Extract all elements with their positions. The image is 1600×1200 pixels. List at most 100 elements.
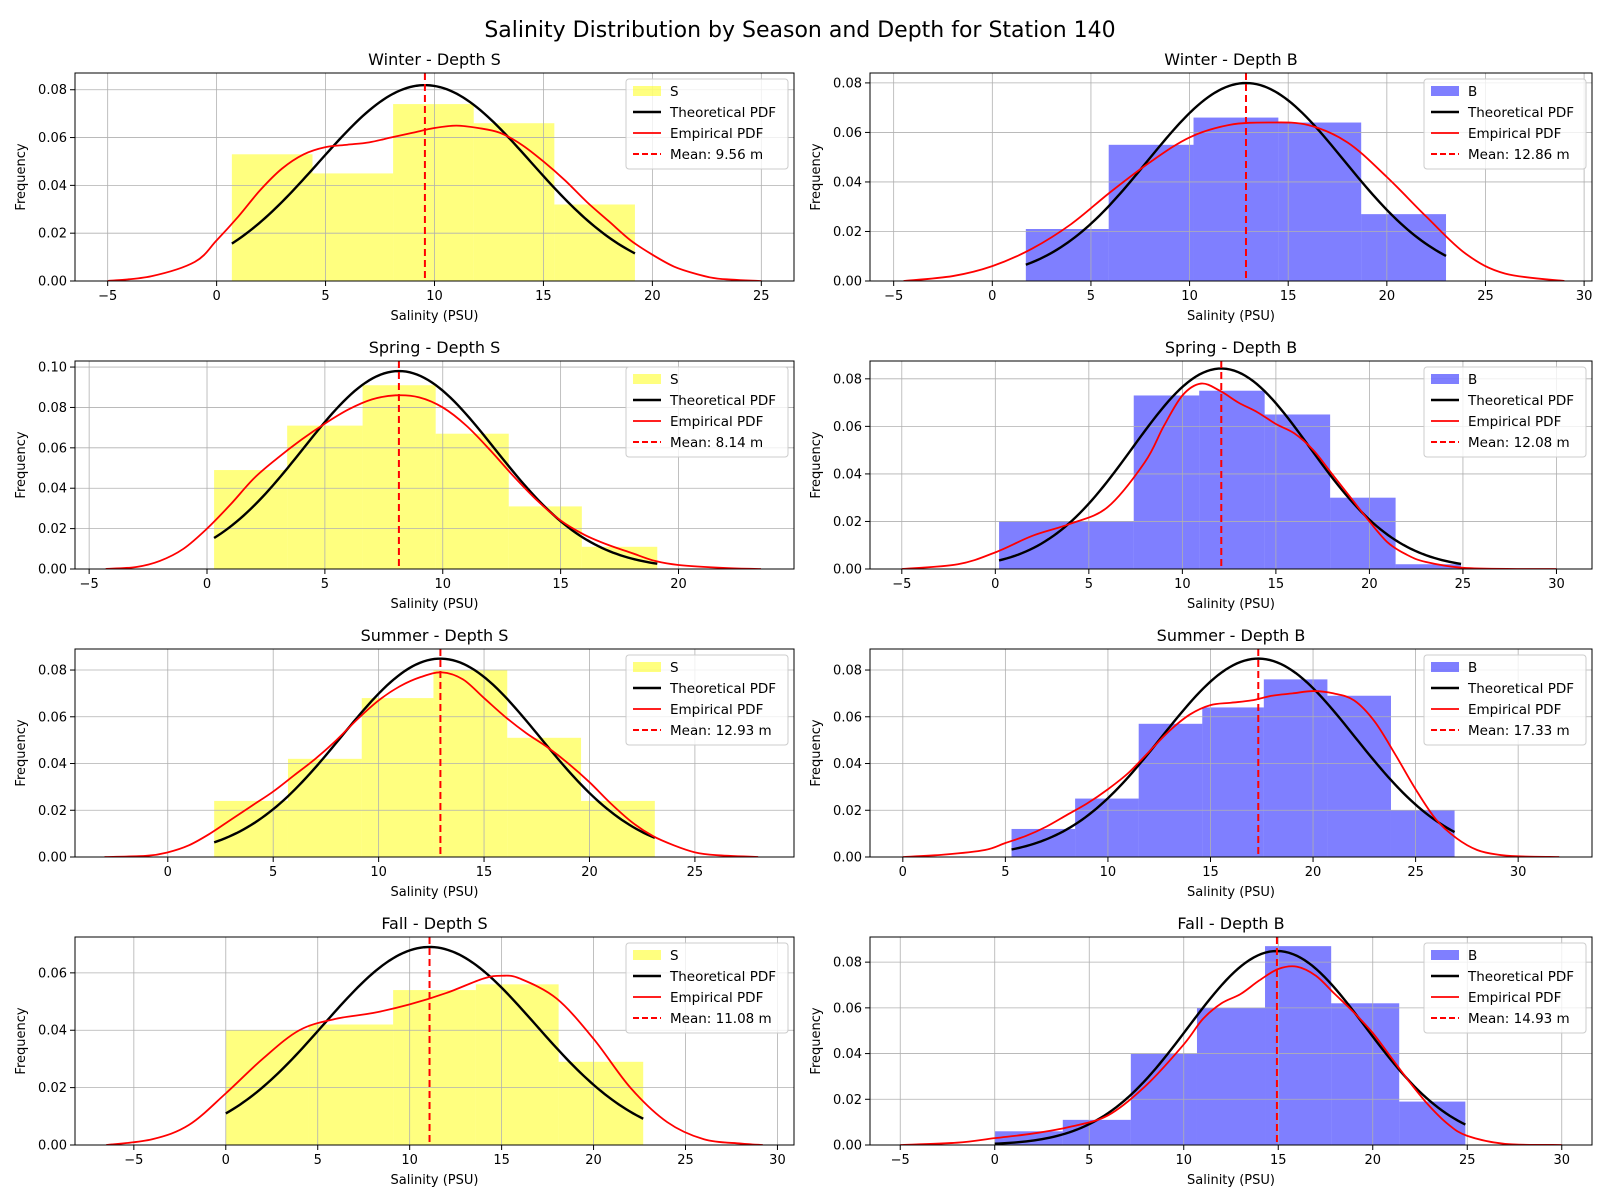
subplot-6: 0 5 10 15 20 25 30 0.00 0.02 0.04 0.06 0.08 Summer -… bbox=[809, 626, 1593, 900]
legend-box bbox=[1423, 78, 1587, 170]
figure-title: Salinity Distribution by Season and Dept… bbox=[484, 18, 1116, 43]
x-tick-label: 0 bbox=[222, 1153, 230, 1168]
legend-label: Theoretical PDF bbox=[1467, 105, 1574, 121]
legend-label: S bbox=[670, 660, 679, 676]
x-axis-label: Salinity (PSU) bbox=[1187, 309, 1275, 324]
empirical-pdf-line bbox=[903, 121, 1565, 281]
y-tick-label: 0.04 bbox=[38, 179, 67, 194]
y-tick-label: 0.02 bbox=[833, 515, 862, 530]
hist-bar bbox=[312, 173, 394, 281]
x-tick-label: 5 bbox=[1087, 289, 1095, 304]
empirical-pdf-line bbox=[107, 124, 762, 281]
legend-label: Mean: 12.08 m bbox=[1468, 435, 1570, 451]
x-tick-label: 5 bbox=[1001, 865, 1009, 880]
y-tick-label: 0.02 bbox=[833, 225, 862, 240]
legend-label: Theoretical PDF bbox=[669, 681, 776, 697]
subplot-title: Winter - Depth S bbox=[368, 50, 501, 69]
legend-handle-hist bbox=[1431, 86, 1459, 96]
x-tick-label: 0 bbox=[991, 577, 999, 592]
y-tick-label: 0.00 bbox=[38, 851, 67, 866]
x-tick-label: 5 bbox=[321, 577, 329, 592]
legend-label: S bbox=[670, 84, 679, 100]
x-tick-label: 10 bbox=[1181, 289, 1198, 304]
x-tick-label: 20 bbox=[581, 865, 598, 880]
histogram bbox=[1025, 117, 1447, 281]
subplot-2: −5 0 5 10 15 20 25 30 0.00 0.02 0.04 0.06 0.08 Winter… bbox=[809, 50, 1593, 324]
legend-label: S bbox=[670, 372, 679, 388]
legend-handle-hist bbox=[633, 374, 661, 384]
y-tick-label: 0.08 bbox=[833, 956, 862, 971]
x-tick-label: 15 bbox=[493, 1153, 510, 1168]
legend-box bbox=[625, 942, 789, 1034]
legend-box bbox=[1423, 942, 1587, 1034]
y-tick-label: 0.10 bbox=[38, 361, 67, 376]
axes-frame bbox=[869, 936, 1593, 1146]
subplot-title: Fall - Depth B bbox=[1177, 914, 1284, 933]
subplot-title: Winter - Depth B bbox=[1164, 50, 1298, 69]
histogram bbox=[1011, 679, 1455, 857]
x-tick-label: −5 bbox=[884, 289, 903, 304]
legend-label: Empirical PDF bbox=[670, 126, 763, 142]
y-tick-label: 0.02 bbox=[38, 804, 67, 819]
x-tick-label: 10 bbox=[401, 1153, 418, 1168]
hist-bar bbox=[287, 758, 362, 857]
x-tick-label: 15 bbox=[1268, 577, 1285, 592]
x-tick-label: 20 bbox=[1379, 289, 1396, 304]
x-tick-label: 0 bbox=[991, 1153, 999, 1168]
x-tick-label: 30 bbox=[769, 1153, 786, 1168]
y-tick-label: 0.06 bbox=[833, 710, 862, 725]
y-axis-label: Frequency bbox=[14, 1007, 29, 1074]
x-tick-label: −5 bbox=[891, 1153, 910, 1168]
legend-label: Empirical PDF bbox=[670, 702, 763, 718]
x-axis-label: Salinity (PSU) bbox=[391, 597, 479, 612]
hist-bar bbox=[1395, 564, 1462, 569]
axes-frame bbox=[869, 72, 1593, 282]
x-axis-label: Salinity (PSU) bbox=[1187, 1173, 1275, 1188]
x-tick-label: −5 bbox=[124, 1153, 143, 1168]
x-tick-label: 10 bbox=[1174, 577, 1191, 592]
y-tick-label: 0.04 bbox=[833, 175, 862, 190]
legend-label: Theoretical PDF bbox=[669, 393, 776, 409]
x-tick-label: 20 bbox=[1361, 577, 1378, 592]
subplot-3: −5 0 5 10 15 20 0.00 0.02 0.04 0.06 0.08 0.10 Spring… bbox=[14, 338, 795, 612]
x-tick-label: 0 bbox=[203, 577, 211, 592]
hist-bar bbox=[393, 104, 474, 281]
x-axis-label: Salinity (PSU) bbox=[391, 885, 479, 900]
x-tick-label: 5 bbox=[1085, 1153, 1093, 1168]
legend-label: Empirical PDF bbox=[1468, 414, 1561, 430]
hist-bar bbox=[1390, 810, 1455, 857]
x-tick-label: 30 bbox=[1553, 1153, 1570, 1168]
y-tick-label: 0.02 bbox=[38, 1081, 67, 1096]
legend-box bbox=[625, 78, 789, 170]
legend-handle-hist bbox=[1431, 662, 1459, 672]
hist-bar bbox=[1075, 798, 1139, 857]
hist-bar bbox=[231, 154, 313, 281]
y-tick-label: 0.08 bbox=[38, 401, 67, 416]
y-axis-label: Frequency bbox=[14, 143, 29, 210]
y-tick-label: 0.06 bbox=[833, 126, 862, 141]
empirical-pdf-line bbox=[105, 394, 762, 569]
y-tick-label: 0.04 bbox=[38, 482, 67, 497]
axes-frame bbox=[74, 360, 795, 570]
legend-box bbox=[625, 654, 789, 746]
y-tick-label: 0.06 bbox=[38, 441, 67, 456]
x-tick-label: 25 bbox=[1455, 577, 1472, 592]
hist-bar bbox=[1327, 695, 1391, 857]
y-axis-label: Frequency bbox=[809, 431, 824, 498]
y-axis-label: Frequency bbox=[809, 1007, 824, 1074]
x-tick-label: 20 bbox=[644, 289, 661, 304]
y-tick-label: 0.02 bbox=[833, 1093, 862, 1108]
subplot-title: Fall - Depth S bbox=[381, 914, 487, 933]
hist-bar bbox=[1025, 229, 1109, 281]
legend-label: Mean: 12.86 m bbox=[1468, 147, 1570, 163]
y-axis-label: Frequency bbox=[14, 431, 29, 498]
legend-label: Theoretical PDF bbox=[1467, 969, 1574, 985]
legend-label: Theoretical PDF bbox=[669, 969, 776, 985]
legend-label: Mean: 14.93 m bbox=[1468, 1011, 1570, 1027]
x-tick-label: 25 bbox=[1477, 289, 1494, 304]
hist-bar bbox=[508, 506, 582, 569]
histogram bbox=[231, 104, 635, 281]
subplot-8: −5 0 5 10 15 20 25 30 0.00 0.02 0.04 0.06 0.08 Fall -… bbox=[809, 914, 1593, 1188]
legend-label: S bbox=[670, 948, 679, 964]
theoretical-pdf-line bbox=[1025, 81, 1447, 266]
